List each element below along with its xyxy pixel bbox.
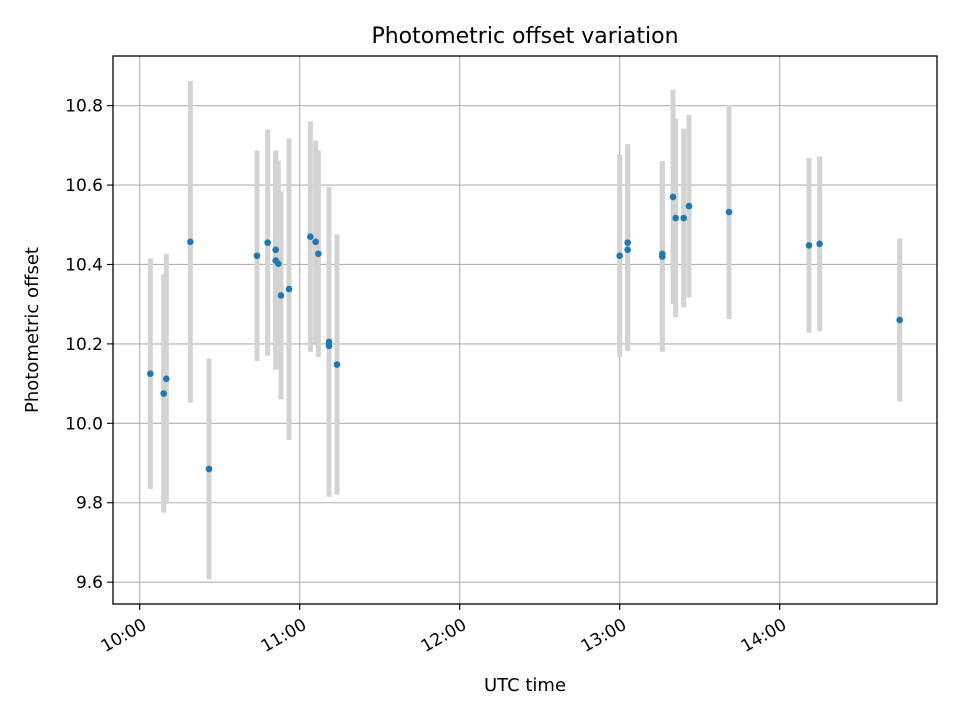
data-point <box>616 252 623 260</box>
data-point <box>624 246 631 254</box>
data-point <box>816 240 823 248</box>
y-tick-label: 10.0 <box>65 414 103 434</box>
data-point <box>315 250 322 258</box>
data-point <box>307 233 314 240</box>
data-points <box>147 193 903 473</box>
y-axis-label: Photometric offset <box>22 247 43 413</box>
data-point <box>285 285 293 293</box>
y-tick-label: 10.6 <box>65 176 103 196</box>
plot-frame <box>112 55 938 605</box>
data-point <box>277 292 285 299</box>
chart-title: Photometric offset variation <box>371 24 678 49</box>
data-point <box>312 238 319 246</box>
y-axis-ticks: 9.6 9.8 10.0 10.2 10.4 10.6 10.8 <box>65 97 113 593</box>
data-point <box>659 250 666 258</box>
data-point <box>163 375 170 383</box>
data-point <box>672 214 679 222</box>
data-point <box>187 238 194 246</box>
data-point <box>160 390 167 397</box>
data-point <box>147 370 154 377</box>
x-axis-label: UTC time <box>484 675 566 696</box>
data-point <box>805 242 813 249</box>
data-point <box>896 316 903 324</box>
data-point <box>325 342 333 350</box>
data-point <box>725 208 733 216</box>
y-tick-label: 10.2 <box>65 335 103 355</box>
data-point <box>275 260 282 267</box>
data-point <box>680 214 687 222</box>
data-point <box>264 239 271 246</box>
y-tick-label: 9.6 <box>76 573 103 593</box>
data-point <box>624 239 631 246</box>
y-tick-label: 10.4 <box>65 255 103 275</box>
y-tick-label: 9.8 <box>76 494 103 514</box>
data-point <box>669 193 677 201</box>
data-point <box>685 202 693 210</box>
y-tick-label: 10.8 <box>65 97 103 117</box>
data-point <box>205 465 213 473</box>
data-point <box>333 361 341 368</box>
data-point <box>272 246 279 254</box>
data-point <box>253 252 261 260</box>
grid <box>113 56 937 604</box>
